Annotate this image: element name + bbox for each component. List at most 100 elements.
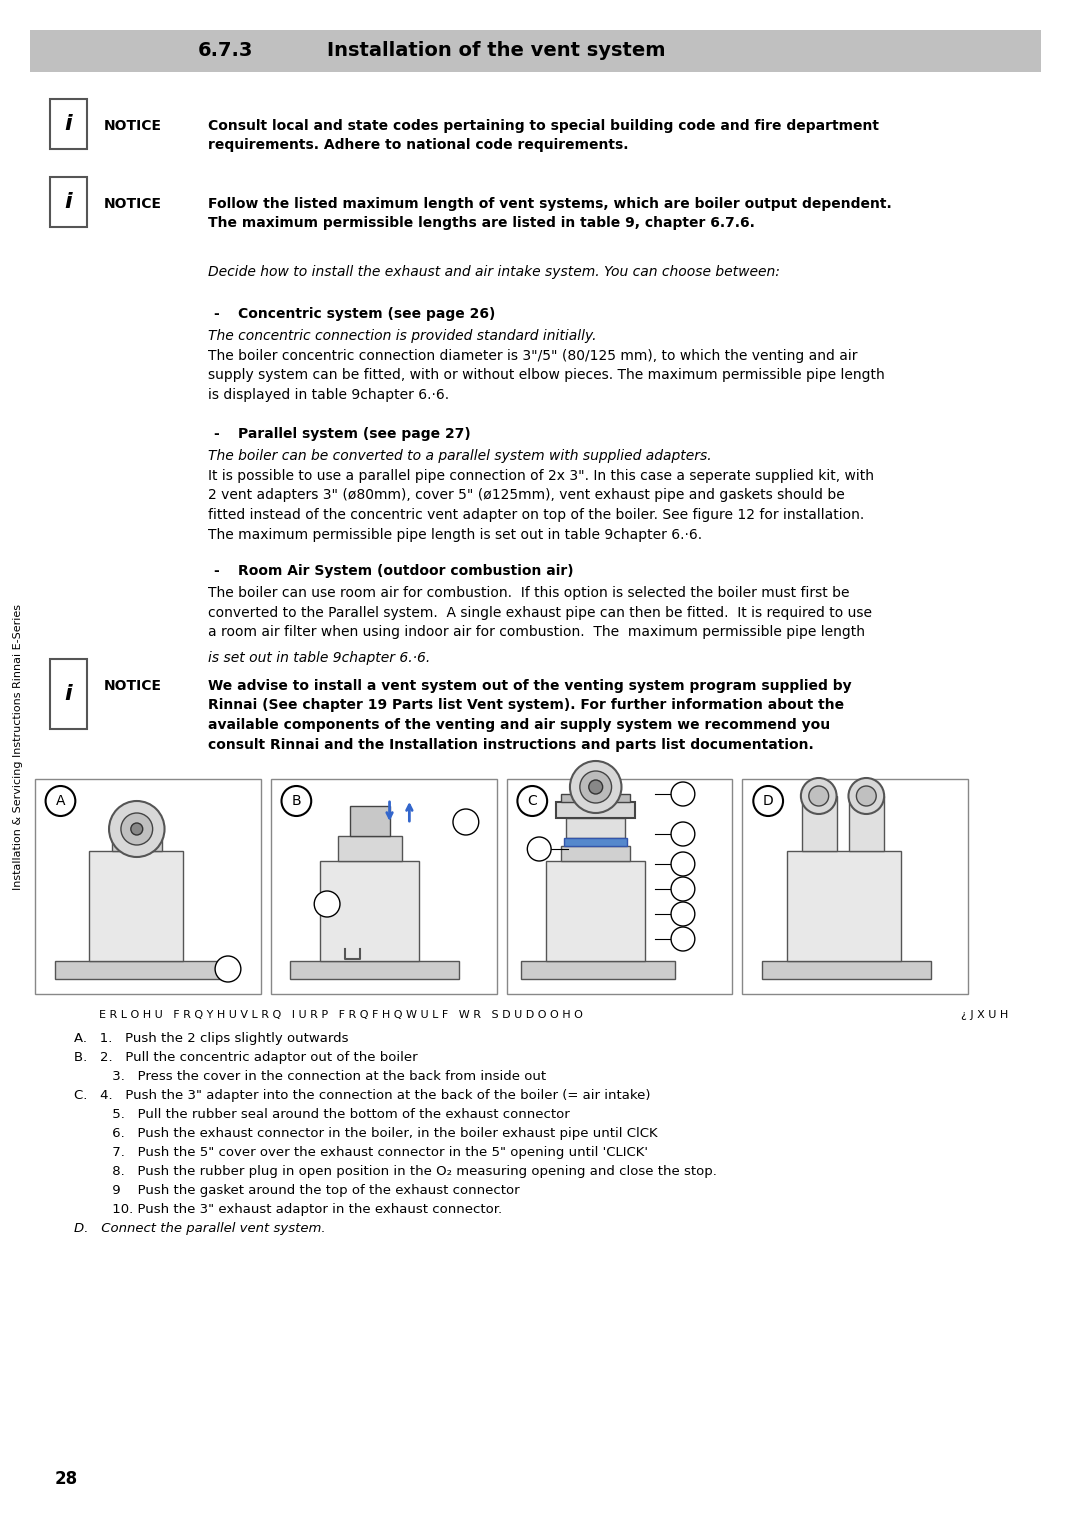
- Circle shape: [131, 823, 143, 835]
- Text: 10. Push the 3" exhaust adaptor in the exhaust connector.: 10. Push the 3" exhaust adaptor in the e…: [75, 1203, 502, 1215]
- Text: 9    Push the gasket around the top of the exhaust connector: 9 Push the gasket around the top of the …: [75, 1183, 519, 1197]
- Bar: [801, 796, 837, 851]
- Circle shape: [671, 822, 694, 846]
- Bar: [742, 779, 969, 994]
- Bar: [90, 851, 184, 960]
- Text: Installation & Servicing Instructions Rinnai E-Series: Installation & Servicing Instructions Ri…: [13, 605, 23, 890]
- Text: -: -: [213, 428, 219, 441]
- Bar: [338, 835, 403, 861]
- Bar: [50, 177, 87, 228]
- Text: 5: 5: [679, 935, 687, 944]
- Text: ¿ J X U H: ¿ J X U H: [961, 1009, 1009, 1020]
- Text: 8.   Push the rubber plug in open position in the O₂ measuring opening and close: 8. Push the rubber plug in open position…: [75, 1165, 717, 1177]
- Circle shape: [517, 786, 548, 815]
- Text: It is possible to use a parallel pipe connection of 2x 3". In this case a sepera: It is possible to use a parallel pipe co…: [208, 469, 874, 542]
- Text: i: i: [65, 115, 72, 134]
- Text: 4: 4: [536, 844, 543, 854]
- Circle shape: [671, 782, 694, 806]
- Circle shape: [671, 927, 694, 951]
- Text: 6.7.3: 6.7.3: [199, 41, 254, 61]
- Circle shape: [849, 777, 885, 814]
- Bar: [850, 796, 885, 851]
- Text: The concentric connection is provided standard initially.: The concentric connection is provided st…: [208, 328, 596, 344]
- Bar: [271, 779, 497, 994]
- Bar: [556, 802, 635, 818]
- Text: We advise to install a vent system out of the venting system program supplied by: We advise to install a vent system out o…: [208, 680, 852, 751]
- Text: NOTICE: NOTICE: [104, 197, 162, 211]
- Text: D: D: [762, 794, 773, 808]
- Text: NOTICE: NOTICE: [104, 680, 162, 693]
- Text: i: i: [65, 192, 72, 212]
- Circle shape: [801, 777, 837, 814]
- Circle shape: [215, 956, 241, 982]
- Text: 3.   Press the cover in the connection at the back from inside out: 3. Press the cover in the connection at …: [75, 1070, 546, 1083]
- Text: Follow the listed maximum length of vent systems, which are boiler output depend: Follow the listed maximum length of vent…: [208, 197, 892, 231]
- Circle shape: [671, 902, 694, 925]
- Text: -: -: [213, 307, 219, 321]
- Circle shape: [45, 786, 76, 815]
- Text: is set out in table 9chapter 6.·6.: is set out in table 9chapter 6.·6.: [208, 651, 431, 664]
- Circle shape: [580, 771, 611, 803]
- Text: NOTICE: NOTICE: [104, 119, 162, 133]
- Text: B.   2.   Pull the concentric adaptor out of the boiler: B. 2. Pull the concentric adaptor out of…: [75, 1051, 418, 1064]
- Text: 1: 1: [224, 962, 232, 976]
- Bar: [522, 960, 675, 979]
- Bar: [546, 861, 645, 960]
- Bar: [561, 794, 631, 802]
- Circle shape: [570, 760, 621, 812]
- Text: 9: 9: [679, 829, 687, 838]
- Text: 7.   Push the 5" cover over the exhaust connector in the 5" opening until 'CLICK: 7. Push the 5" cover over the exhaust co…: [75, 1145, 648, 1159]
- Bar: [291, 960, 459, 979]
- Text: Parallel system (see page 27): Parallel system (see page 27): [238, 428, 471, 441]
- Bar: [54, 960, 224, 979]
- Text: Installation of the vent system: Installation of the vent system: [327, 41, 665, 61]
- Text: B: B: [292, 794, 301, 808]
- Text: C: C: [527, 794, 537, 808]
- Bar: [507, 779, 732, 994]
- Circle shape: [754, 786, 783, 815]
- Circle shape: [589, 780, 603, 794]
- Text: -: -: [213, 563, 219, 579]
- Circle shape: [314, 890, 340, 918]
- Text: 3: 3: [323, 898, 332, 910]
- Circle shape: [527, 837, 551, 861]
- Text: C.   4.   Push the 3" adapter into the connection at the back of the boiler (= a: C. 4. Push the 3" adapter into the conne…: [75, 1089, 651, 1102]
- Circle shape: [809, 786, 828, 806]
- Circle shape: [453, 809, 478, 835]
- Text: 10: 10: [677, 789, 689, 799]
- Text: Room Air System (outdoor combustion air): Room Air System (outdoor combustion air): [238, 563, 573, 579]
- Text: 8: 8: [679, 860, 687, 869]
- Bar: [566, 818, 625, 838]
- Text: 5.   Pull the rubber seal around the bottom of the exhaust connector: 5. Pull the rubber seal around the botto…: [75, 1109, 570, 1121]
- Text: Decide how to install the exhaust and air intake system. You can choose between:: Decide how to install the exhaust and ai…: [208, 266, 780, 279]
- Bar: [787, 851, 901, 960]
- Circle shape: [671, 852, 694, 876]
- Circle shape: [671, 876, 694, 901]
- Text: 28: 28: [54, 1471, 78, 1487]
- Text: A.   1.   Push the 2 clips slightly outwards: A. 1. Push the 2 clips slightly outwards: [75, 1032, 349, 1044]
- Text: i: i: [65, 684, 72, 704]
- Text: 2: 2: [462, 815, 470, 829]
- Text: Consult local and state codes pertaining to special building code and fire depar: Consult local and state codes pertaining…: [208, 119, 879, 153]
- Circle shape: [856, 786, 876, 806]
- Circle shape: [121, 812, 152, 844]
- Bar: [350, 806, 390, 835]
- Text: 7: 7: [679, 884, 687, 893]
- Text: E R L O H U   F R Q Y H U V L R Q   I U R P   F R Q F H Q W U L F   W R   S D U : E R L O H U F R Q Y H U V L R Q I U R P …: [99, 1009, 583, 1020]
- Bar: [30, 31, 1041, 72]
- Bar: [112, 829, 162, 851]
- Bar: [320, 861, 419, 960]
- Bar: [561, 846, 631, 861]
- Text: A: A: [56, 794, 65, 808]
- Text: Concentric system (see page 26): Concentric system (see page 26): [238, 307, 496, 321]
- Bar: [35, 779, 260, 994]
- Text: 6: 6: [679, 909, 687, 919]
- Text: The boiler can use room air for combustion.  If this option is selected the boil: The boiler can use room air for combusti…: [208, 586, 873, 638]
- Text: 6.   Push the exhaust connector in the boiler, in the boiler exhaust pipe until : 6. Push the exhaust connector in the boi…: [75, 1127, 658, 1141]
- Text: D.   Connect the parallel vent system.: D. Connect the parallel vent system.: [75, 1222, 326, 1235]
- Bar: [564, 838, 627, 846]
- Circle shape: [282, 786, 311, 815]
- Circle shape: [109, 802, 164, 857]
- Bar: [50, 99, 87, 150]
- Bar: [762, 960, 931, 979]
